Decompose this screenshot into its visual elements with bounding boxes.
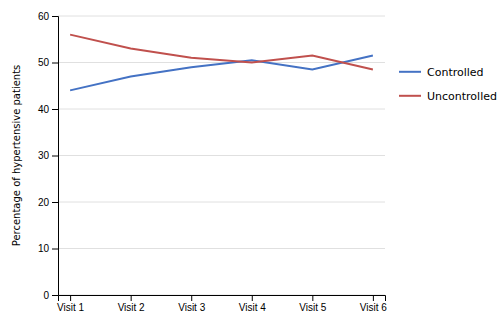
- x-axis: Visit 1 Visit 2 Visit 3 Visit 4 Visit 5 Visit…: [57, 295, 387, 313]
- x-tick: Visit 4: [239, 295, 266, 313]
- legend-label: Uncontrolled: [427, 90, 497, 103]
- y-tick-mark: [52, 63, 58, 64]
- x-tick-label: Visit 3: [178, 302, 205, 313]
- y-tick: 60: [38, 11, 58, 22]
- grid-line: [58, 248, 385, 249]
- grid-line: [58, 109, 385, 110]
- y-tick: 50: [38, 57, 58, 68]
- x-tick: Visit 6: [360, 295, 387, 313]
- legend-item: Controlled: [399, 66, 484, 79]
- x-tick-mark: [252, 295, 253, 301]
- x-tick-mark: [191, 295, 192, 301]
- y-axis-title: Percentage of hypertensive patients: [11, 65, 22, 247]
- y-tick: 30: [38, 150, 58, 161]
- x-tick-label: Visit 6: [360, 302, 387, 313]
- x-tick: Visit 3: [178, 295, 205, 313]
- y-tick-label: 20: [38, 197, 50, 208]
- x-tick-label: Visit 1: [57, 302, 84, 313]
- y-tick: 10: [38, 243, 58, 254]
- x-tick: Visit 5: [299, 295, 326, 313]
- x-tick-mark: [312, 295, 313, 301]
- y-tick: 0: [43, 290, 58, 301]
- x-tick-mark: [70, 295, 71, 301]
- y-tick-label: 30: [38, 150, 50, 161]
- y-tick-label: 40: [38, 104, 50, 115]
- legend-item: Uncontrolled: [399, 90, 497, 103]
- grid: [58, 16, 385, 295]
- x-tick-mark: [131, 295, 132, 301]
- y-tick: 20: [38, 197, 58, 208]
- x-tick: Visit 1: [57, 295, 84, 313]
- y-tick-mark: [52, 156, 58, 157]
- y-tick-mark: [52, 202, 58, 203]
- y-tick-label: 60: [38, 11, 50, 22]
- y-tick-mark: [52, 249, 58, 250]
- y-tick-mark: [52, 295, 58, 296]
- lines: [70, 35, 373, 91]
- x-tick-label: Visit 2: [118, 302, 145, 313]
- legend-swatch: [399, 71, 421, 73]
- series-line: [70, 35, 373, 70]
- plot: Visit 1 Visit 2 Visit 3 Visit 4 Visit 5 Visit…: [11, 11, 387, 313]
- x-tick-label: Visit 4: [239, 302, 266, 313]
- x-tick-label: Visit 5: [299, 302, 326, 313]
- y-tick-label: 0: [43, 290, 49, 301]
- x-tick-mark: [373, 295, 374, 301]
- grid-line: [58, 202, 385, 203]
- y-tick: 40: [38, 104, 58, 115]
- x-tick: Visit 2: [118, 295, 145, 313]
- legend: Controlled Uncontrolled: [399, 66, 497, 103]
- grid-line: [58, 155, 385, 156]
- y-tick-label: 50: [38, 57, 50, 68]
- chart: Visit 1 Visit 2 Visit 3 Visit 4 Visit 5 Visit…: [0, 0, 500, 327]
- grid-line: [58, 16, 385, 17]
- legend-label: Controlled: [427, 66, 484, 79]
- y-axis: 0 10 20 30 40 50 60: [38, 11, 59, 301]
- y-tick-label: 10: [38, 243, 50, 254]
- x-axis-line: [59, 296, 386, 302]
- y-tick-mark: [52, 109, 58, 110]
- legend-swatch: [399, 95, 421, 97]
- y-tick-mark: [52, 16, 58, 17]
- y-axis-line: [52, 17, 59, 296]
